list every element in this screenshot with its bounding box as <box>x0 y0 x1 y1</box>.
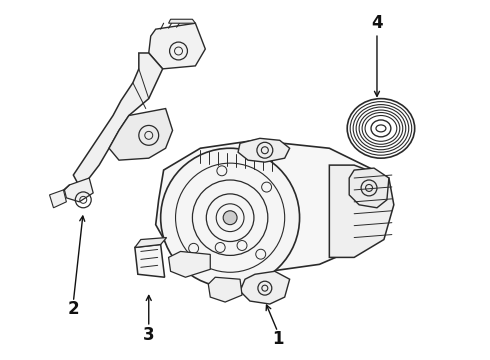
Polygon shape <box>238 138 290 162</box>
Polygon shape <box>49 190 66 208</box>
Circle shape <box>161 148 299 287</box>
Polygon shape <box>74 53 163 190</box>
Polygon shape <box>169 251 210 277</box>
Polygon shape <box>135 244 165 277</box>
Polygon shape <box>349 168 389 208</box>
Polygon shape <box>149 23 205 69</box>
Circle shape <box>223 211 237 225</box>
Polygon shape <box>208 277 242 302</box>
Text: 3: 3 <box>143 326 154 344</box>
Polygon shape <box>240 271 290 304</box>
Polygon shape <box>169 19 196 23</box>
Polygon shape <box>64 178 93 202</box>
Polygon shape <box>156 140 384 271</box>
Polygon shape <box>329 165 394 257</box>
Text: 2: 2 <box>68 300 79 318</box>
Polygon shape <box>135 238 167 247</box>
Polygon shape <box>109 109 172 160</box>
Text: 1: 1 <box>272 330 284 348</box>
Text: 4: 4 <box>371 14 383 32</box>
